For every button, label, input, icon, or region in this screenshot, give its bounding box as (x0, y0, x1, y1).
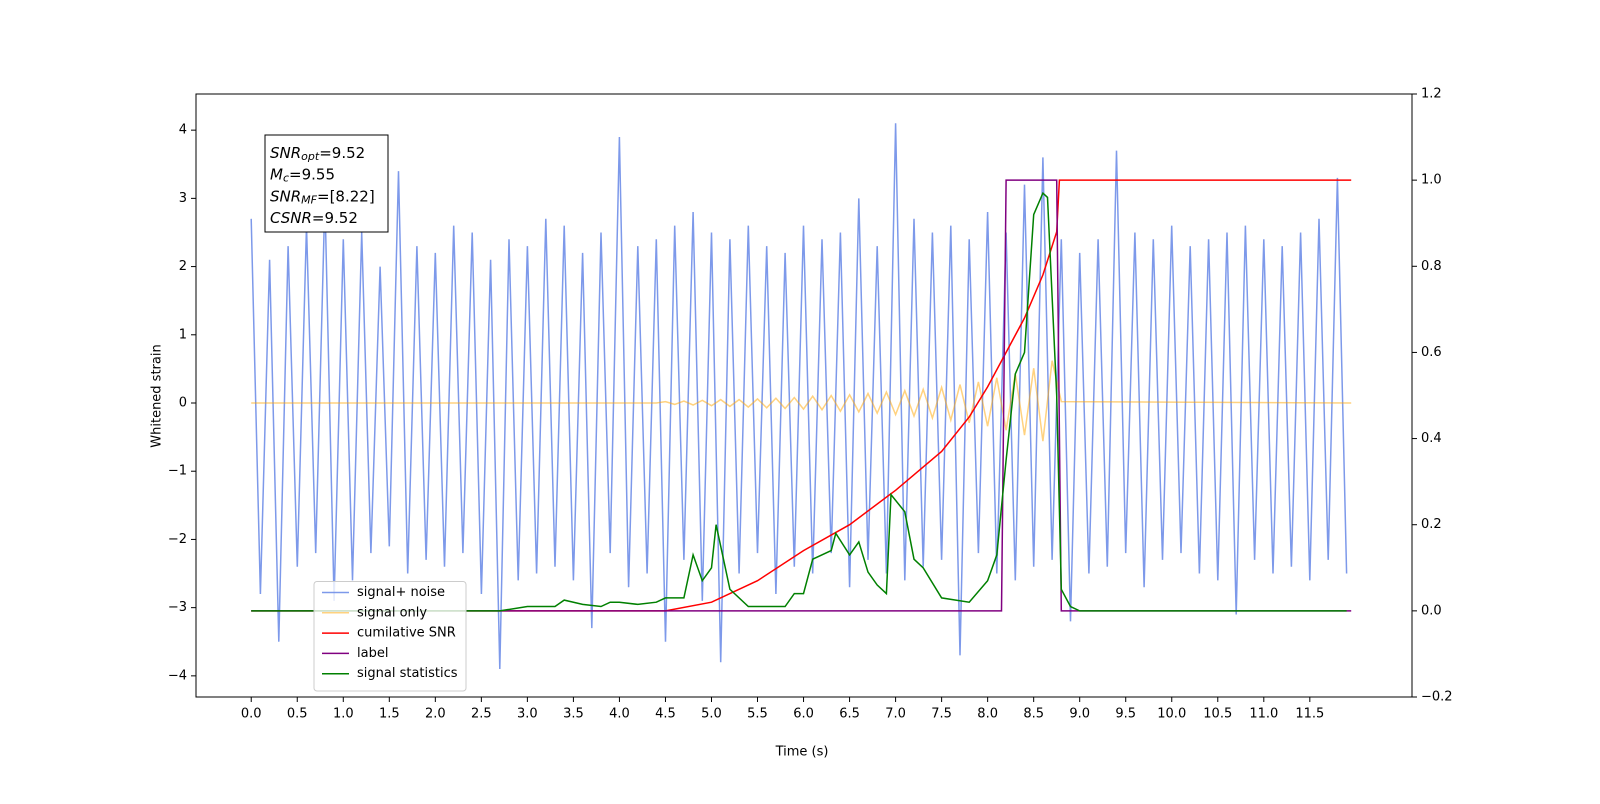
y2-tick-label: 0.8 (1421, 259, 1442, 274)
annotation-sub: c (283, 172, 289, 185)
x-tick-label: 7.0 (885, 707, 906, 722)
x-tick-label: 5.5 (747, 707, 768, 722)
y2-tick-label: 0.0 (1421, 603, 1442, 618)
y2-tick-label: 0.6 (1421, 345, 1442, 360)
y-axis-label: Whitened strain (150, 344, 165, 447)
legend-label: signal only (357, 605, 427, 620)
x-tick-label: 0.5 (287, 707, 308, 722)
legend: signal+ noise signal only cumilative SNR la… (313, 581, 467, 692)
y-tick-label: −3 (168, 600, 187, 615)
x-tick-label: 3.0 (517, 707, 538, 722)
y-tick-label: 4 (179, 123, 187, 138)
annotation-main: SNR (270, 187, 301, 205)
x-tick-label: 9.0 (1069, 707, 1090, 722)
x-axis-label: Time (s) (775, 745, 829, 760)
y-tick-label: −4 (168, 668, 187, 683)
y-tick-label: 2 (179, 259, 187, 274)
annotation-text: =9.52 (312, 209, 358, 227)
x-tick-label: 6.5 (839, 707, 860, 722)
y2-tick-label: 0.2 (1421, 517, 1442, 532)
x-tick-label: 3.5 (563, 707, 584, 722)
x-tick-label: 1.5 (379, 707, 400, 722)
y-tick-label: −2 (168, 532, 187, 547)
x-tick-label: 6.0 (793, 707, 814, 722)
x-tick-label: 2.5 (471, 707, 492, 722)
y-tick-label: 3 (179, 191, 187, 206)
annotation-frame (264, 134, 389, 233)
annotation-main: SNR (270, 144, 301, 162)
x-tick-label: 1.0 (333, 707, 354, 722)
x-tick-label: 10.5 (1203, 707, 1232, 722)
x-tick-label: 10.0 (1157, 707, 1186, 722)
annotation-text: =9.55 (289, 165, 335, 183)
x-tick-label: 11.0 (1249, 707, 1278, 722)
legend-label: cumilative SNR (357, 626, 456, 641)
y2-tick-label: 0.4 (1421, 431, 1442, 446)
annotation: Mc=9.55 (270, 165, 335, 185)
y-tick-label: −1 (168, 464, 187, 479)
y-tick-label: 0 (179, 396, 187, 411)
annotation: SNRopt=9.52 (270, 144, 365, 164)
legend-frame (313, 581, 467, 692)
x-tick-label: 2.0 (425, 707, 446, 722)
y2-tick-label: 1.2 (1421, 87, 1442, 102)
series-line (250, 123, 1348, 670)
x-tick-label: 4.5 (655, 707, 676, 722)
annotation: CSNR=9.52 (270, 209, 358, 227)
series-line (251, 360, 1352, 442)
x-tick-label: 11.5 (1295, 707, 1324, 722)
legend-label: signal statistics (357, 666, 458, 681)
x-tick-label: 5.0 (701, 707, 722, 722)
y2-tick-label: 1.0 (1421, 173, 1442, 188)
x-tick-label: 9.5 (1115, 707, 1136, 722)
annotation-sub: opt (301, 150, 320, 163)
annotation-text: =[8.22] (317, 187, 375, 205)
legend-label: label (357, 646, 388, 661)
series-line (251, 191, 1347, 612)
x-tick-label: 0.0 (241, 707, 262, 722)
y2-tick-label: −0.2 (1421, 690, 1453, 705)
annotation-main: CSNR (270, 209, 312, 227)
x-tick-label: 8.0 (977, 707, 998, 722)
x-tick-label: 4.0 (609, 707, 630, 722)
annotation-text: =9.52 (319, 144, 365, 162)
y-tick-label: 1 (179, 327, 187, 342)
x-tick-label: 8.5 (1023, 707, 1044, 722)
x-tick-label: 7.5 (931, 707, 952, 722)
annotation-main: M (270, 165, 283, 183)
legend-label: signal+ noise (357, 585, 445, 600)
annotation: SNRMF=[8.22] (270, 187, 375, 207)
annotation-sub: MF (301, 193, 317, 206)
